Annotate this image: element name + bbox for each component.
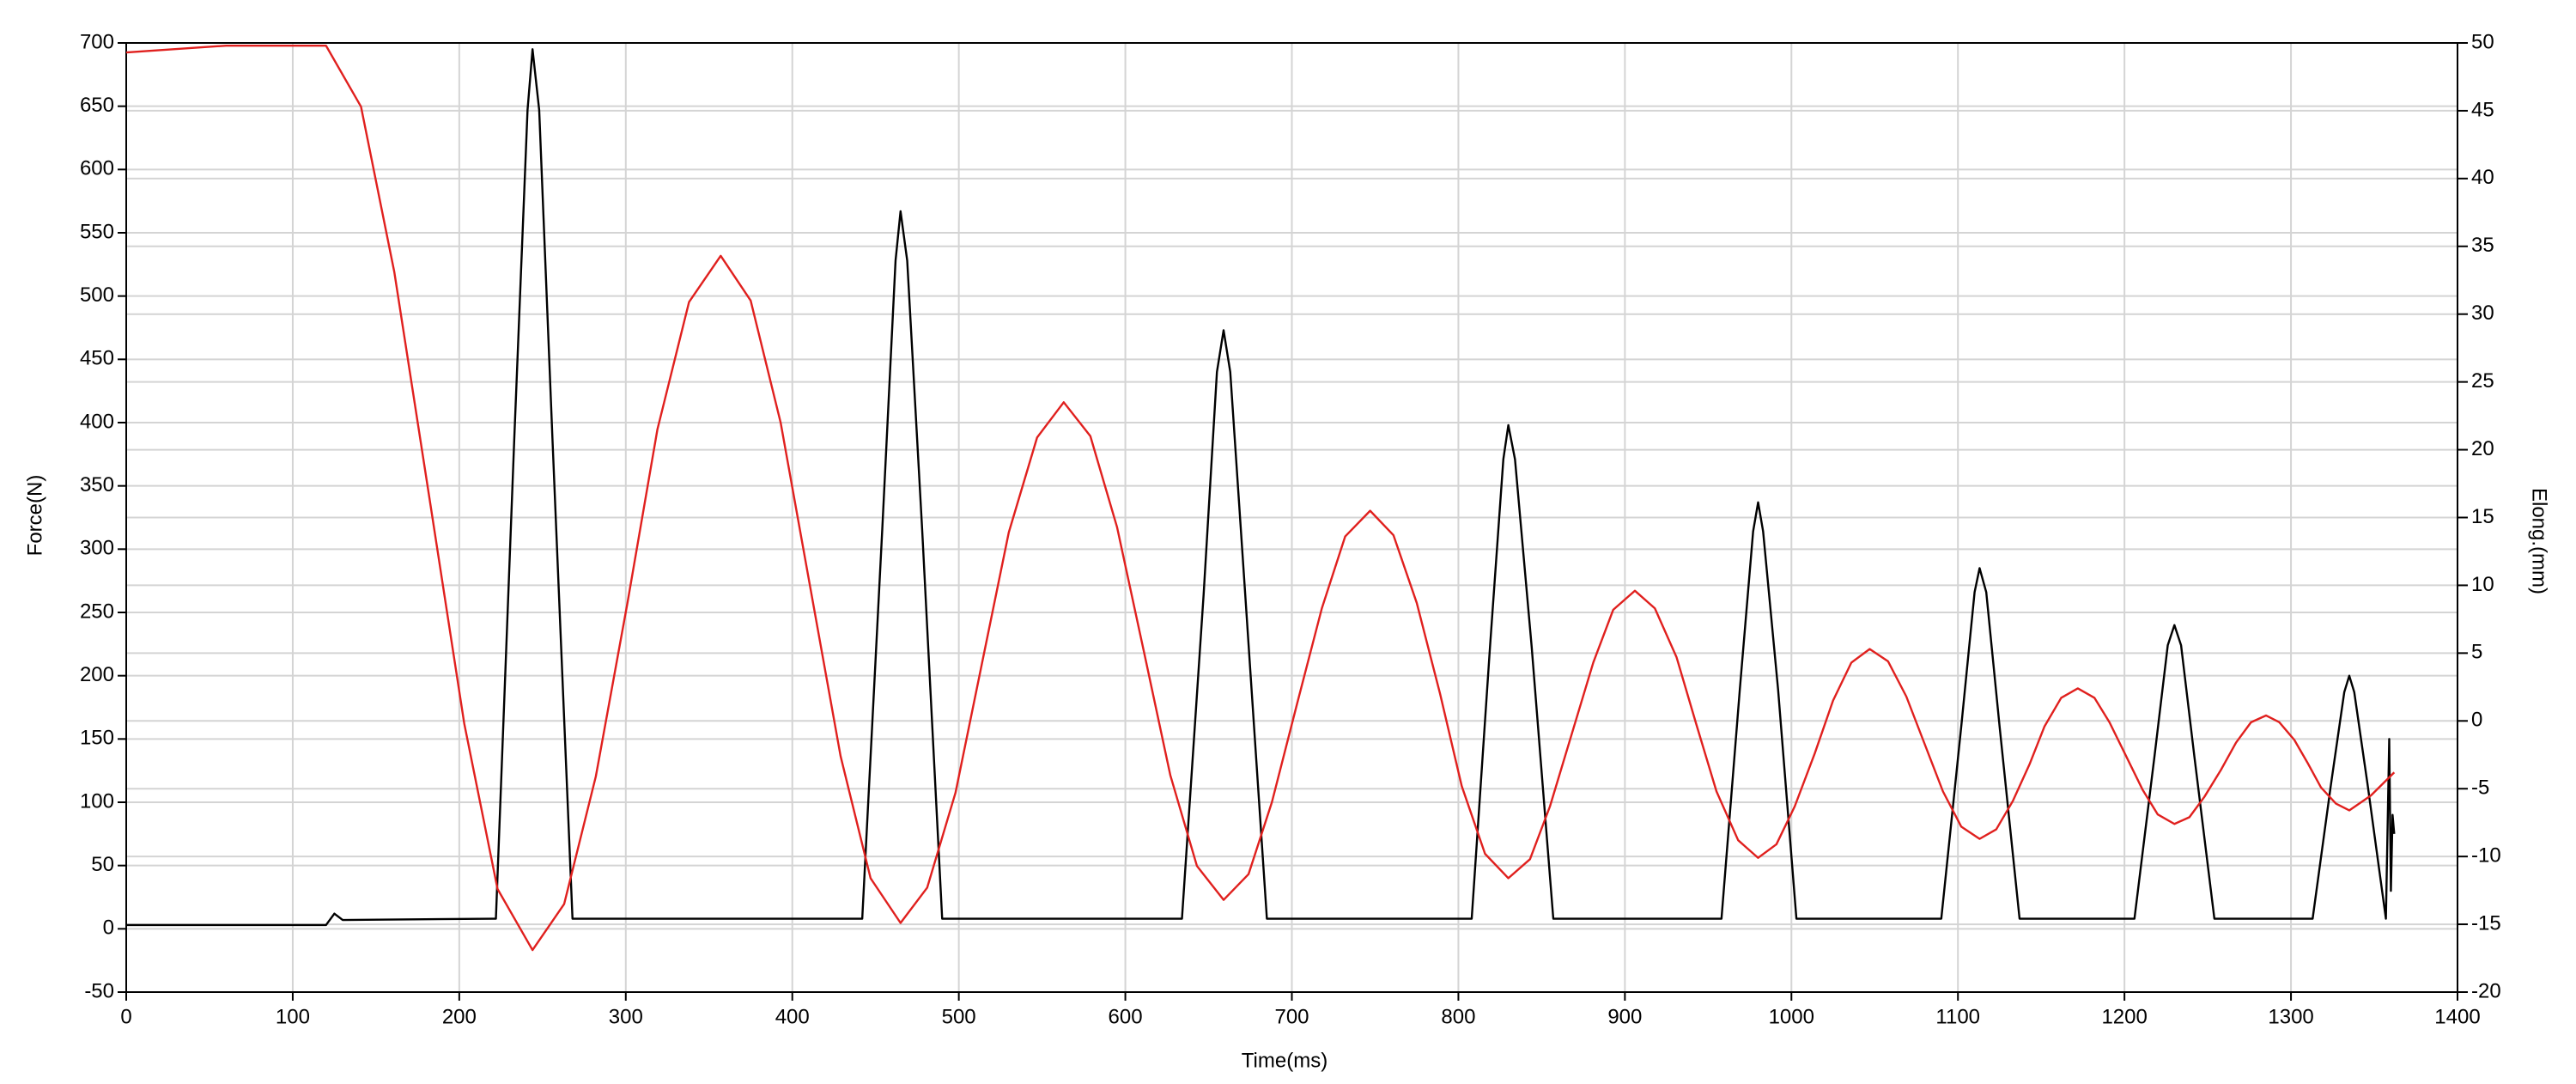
series-line — [126, 48, 2396, 927]
y2-tick-label: 15 — [2471, 505, 2494, 528]
y-tick-label: 700 — [80, 30, 114, 53]
y-tick-label: -50 — [84, 979, 114, 1002]
y-tick-label: 450 — [80, 347, 114, 370]
y-tick-label: 200 — [80, 663, 114, 686]
x-tick-label: 400 — [775, 1005, 810, 1028]
plot-frame — [125, 42, 2458, 993]
x-tick-label: 1400 — [2434, 1005, 2480, 1028]
y2-tick-label: 45 — [2471, 98, 2494, 121]
x-tick-label: 0 — [120, 1005, 131, 1028]
y-tick-label: 0 — [103, 917, 114, 940]
x-tick-label: 100 — [276, 1005, 310, 1028]
y2-tick-label: 0 — [2471, 709, 2482, 732]
y-tick-label: 150 — [80, 727, 114, 750]
y-tick-label: 50 — [91, 853, 114, 876]
y-tick-label: 400 — [80, 410, 114, 433]
y-tick-label: 550 — [80, 220, 114, 243]
y-tick-label: 600 — [80, 157, 114, 180]
y-tick-label: 500 — [80, 283, 114, 307]
y2-axis-title: Elong.(mm) — [2528, 488, 2551, 594]
y2-tick-label: 35 — [2471, 234, 2494, 257]
y2-tick-label: -15 — [2471, 911, 2501, 935]
x-tick-label: 1000 — [1769, 1005, 1814, 1028]
y2-tick-label: 5 — [2471, 641, 2482, 664]
x-tick-label: 1200 — [2101, 1005, 2147, 1028]
x-tick-label: 1100 — [1935, 1005, 1980, 1028]
y2-tick-label: -20 — [2471, 979, 2501, 1002]
x-tick-label: 600 — [1109, 1005, 1143, 1028]
y2-tick-label: -5 — [2471, 776, 2489, 800]
y2-tick-label: 30 — [2471, 301, 2494, 325]
x-tick-label: 300 — [609, 1005, 643, 1028]
series-line — [125, 44, 2396, 952]
y2-tick-label: 10 — [2471, 573, 2494, 596]
x-tick-label: 1300 — [2268, 1005, 2313, 1028]
y2-tick-label: -10 — [2471, 843, 2501, 867]
y-tick-label: 100 — [80, 789, 114, 813]
x-tick-label: 200 — [442, 1005, 477, 1028]
x-tick-label: 700 — [1274, 1005, 1309, 1028]
y-axis-title: Force(N) — [23, 475, 46, 557]
y-tick-label: 250 — [80, 600, 114, 623]
y-tick-label: 350 — [80, 473, 114, 496]
y-tick-label: 300 — [80, 537, 114, 560]
x-tick-label: 800 — [1441, 1005, 1475, 1028]
y2-tick-label: 50 — [2471, 30, 2494, 53]
y2-tick-label: 25 — [2471, 369, 2494, 393]
x-axis-title: Time(ms) — [1242, 1049, 1327, 1072]
y-tick-label: 650 — [80, 94, 114, 117]
y2-tick-label: 40 — [2471, 166, 2494, 189]
x-tick-label: 500 — [942, 1005, 976, 1028]
x-tick-label: 900 — [1607, 1005, 1642, 1028]
y2-tick-label: 20 — [2471, 437, 2494, 460]
